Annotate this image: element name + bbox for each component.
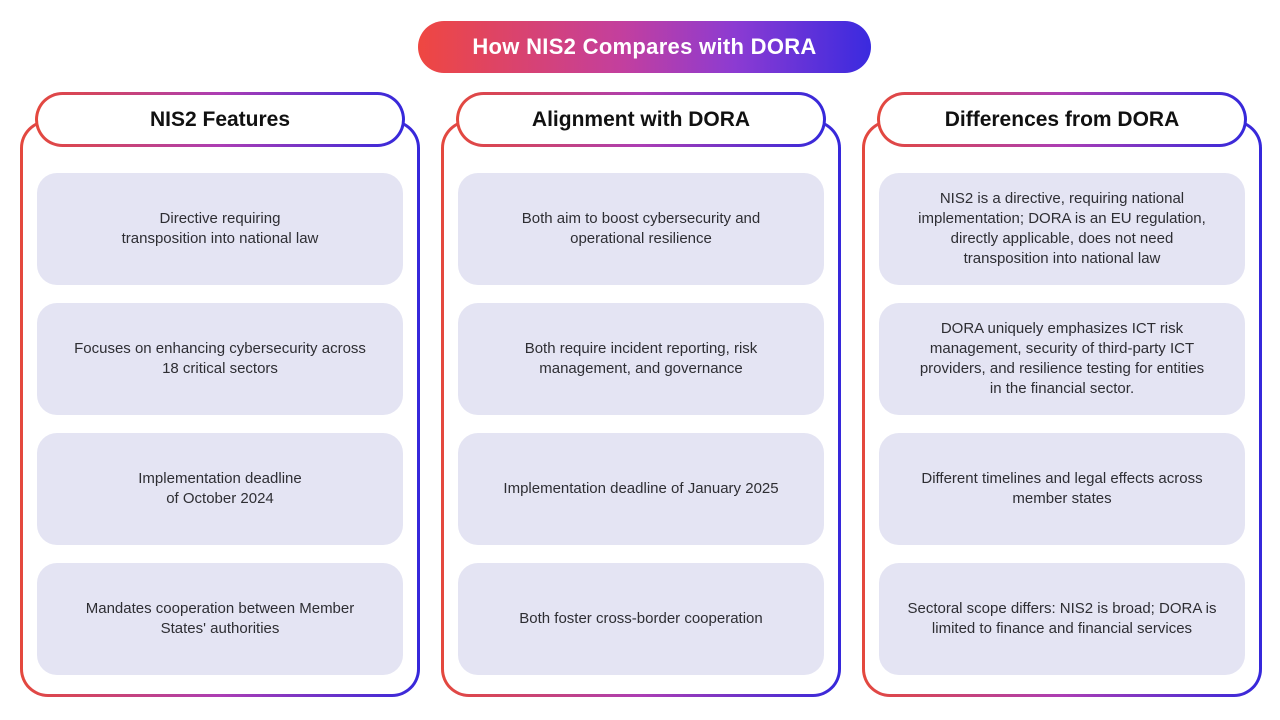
card: Both foster cross-border cooperation	[458, 563, 824, 675]
card: Sectoral scope differs: NIS2 is broad; D…	[879, 563, 1245, 675]
card-text: Both aim to boost cybersecurity and oper…	[521, 209, 761, 247]
comparison-columns: Directive requiring transposition into n…	[20, 92, 1262, 698]
column-frame-inner: NIS2 is a directive, requiring national …	[865, 123, 1259, 694]
card: DORA uniquely emphasizes ICT risk manage…	[879, 303, 1245, 415]
card: Implementation deadline of January 2025	[458, 433, 824, 545]
column-frame: Directive requiring transposition into n…	[20, 120, 420, 697]
card: Implementation deadline of October 2024	[37, 433, 403, 545]
title-banner: How NIS2 Compares with DORA	[418, 21, 871, 73]
column-header-label: NIS2 Features	[149, 107, 291, 131]
card-text: Mandates cooperation between Member Stat…	[85, 599, 355, 637]
card-text: Implementation deadline of January 2025	[503, 479, 779, 497]
column-frame: Both aim to boost cybersecurity and oper…	[441, 120, 841, 697]
card-text: Implementation deadline of October 2024	[138, 469, 302, 507]
card-text: Both foster cross-border cooperation	[519, 609, 763, 627]
column-header-pill-inner: Alignment with DORA	[459, 95, 823, 144]
card-text: Sectoral scope differs: NIS2 is broad; D…	[907, 599, 1217, 637]
card-text: Different timelines and legal effects ac…	[921, 469, 1203, 507]
card-text: Focuses on enhancing cybersecurity acros…	[74, 339, 366, 377]
column-header-pill-inner: NIS2 Features	[38, 95, 402, 144]
card: Directive requiring transposition into n…	[37, 173, 403, 285]
column-frame-inner: Directive requiring transposition into n…	[23, 123, 417, 694]
card: Focuses on enhancing cybersecurity acros…	[37, 303, 403, 415]
page-title: How NIS2 Compares with DORA	[472, 34, 817, 59]
column-header-label: Differences from DORA	[944, 107, 1180, 131]
column-alignment-with-dora: Both aim to boost cybersecurity and oper…	[441, 92, 841, 698]
card-text: Directive requiring transposition into n…	[121, 209, 319, 247]
card: Different timelines and legal effects ac…	[879, 433, 1245, 545]
column-header-pill: NIS2 Features	[35, 92, 405, 147]
card-text: Both require incident reporting, risk ma…	[524, 339, 758, 377]
column-header-pill: Differences from DORA	[877, 92, 1247, 147]
card: Both require incident reporting, risk ma…	[458, 303, 824, 415]
column-header-pill: Alignment with DORA	[456, 92, 826, 147]
card-text: NIS2 is a directive, requiring national …	[918, 189, 1206, 268]
column-frame: NIS2 is a directive, requiring national …	[862, 120, 1262, 697]
card: Mandates cooperation between Member Stat…	[37, 563, 403, 675]
column-differences-from-dora: NIS2 is a directive, requiring national …	[862, 92, 1262, 698]
column-frame-inner: Both aim to boost cybersecurity and oper…	[444, 123, 838, 694]
card-text: DORA uniquely emphasizes ICT risk manage…	[919, 319, 1205, 398]
column-header-label: Alignment with DORA	[531, 107, 751, 131]
card: Both aim to boost cybersecurity and oper…	[458, 173, 824, 285]
column-nis2-features: Directive requiring transposition into n…	[20, 92, 420, 698]
column-header-pill-inner: Differences from DORA	[880, 95, 1244, 144]
card: NIS2 is a directive, requiring national …	[879, 173, 1245, 285]
